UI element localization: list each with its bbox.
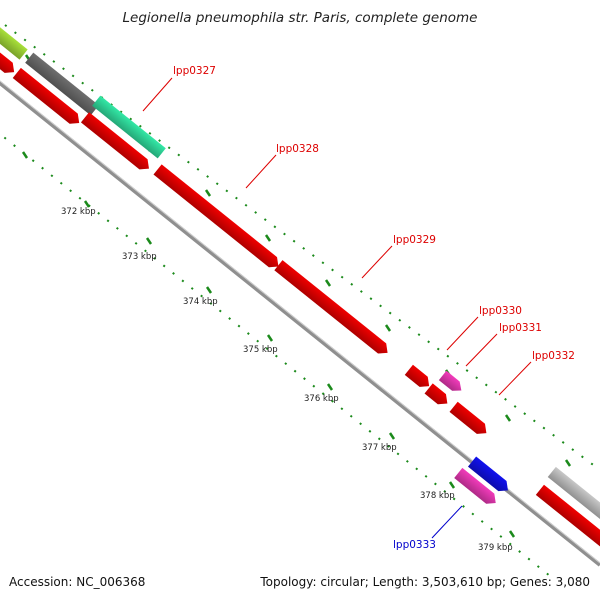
gene-feature-blue[interactable] <box>467 456 512 496</box>
gene-feature-lightgrey[interactable] <box>547 466 600 528</box>
gene-label-lpp0329[interactable]: lpp0329 <box>393 234 436 246</box>
inner-major-tick <box>21 151 29 159</box>
gene-label-lpp0332[interactable]: lpp0332 <box>532 350 575 362</box>
inner-major-tick <box>508 530 516 538</box>
scale-label: 372 kbp <box>61 207 96 217</box>
gene-feature-red-d[interactable] <box>404 364 433 391</box>
gene-features <box>0 24 600 551</box>
scale-label: 379 kbp <box>478 543 513 553</box>
scale-label: 375 kbp <box>243 345 278 355</box>
gene-feature-lpp0327[interactable] <box>92 95 166 159</box>
gene-label-lpp0330[interactable]: lpp0330 <box>479 305 522 317</box>
gene-feature-red-b[interactable] <box>12 67 84 128</box>
gene-feature-lpp0329[interactable] <box>274 260 391 358</box>
scale-label: 377 kbp <box>362 443 397 453</box>
gene-feature-grey[interactable] <box>25 52 99 116</box>
scale-label: 374 kbp <box>183 297 218 307</box>
label-connectors <box>142 77 532 539</box>
genome-summary-text: Topology: circular; Length: 3,503,610 bp… <box>260 575 590 589</box>
gene-feature-red-c[interactable] <box>80 112 153 173</box>
accession-text: Accession: NC_006368 <box>9 575 146 589</box>
inner-major-tick <box>326 383 334 391</box>
gene-feature-red-a[interactable] <box>0 50 18 77</box>
outer-major-tick <box>264 234 272 242</box>
inner-major-tick <box>388 432 396 440</box>
scale-labels: 372 kbp 373 kbp 374 kbp 375 kbp 376 kbp … <box>61 207 513 553</box>
scale-label: 376 kbp <box>304 394 339 404</box>
gene-feature-lpp0333[interactable] <box>454 467 500 508</box>
outer-major-tick <box>564 459 572 467</box>
inner-major-tick <box>205 286 213 294</box>
gene-feature-red-e[interactable] <box>535 484 600 551</box>
inner-major-tick <box>145 237 153 245</box>
inner-major-tick <box>83 200 91 208</box>
outer-tick-track <box>4 24 600 471</box>
map-title: Legionella pneumophila str. Paris, compl… <box>122 10 478 26</box>
outer-major-tick <box>384 324 392 332</box>
outer-major-tick <box>504 414 512 422</box>
outer-major-tick <box>204 189 212 197</box>
gene-label-lpp0327[interactable]: lpp0327 <box>173 65 216 77</box>
gene-label-lpp0328[interactable]: lpp0328 <box>276 143 319 155</box>
inner-major-tick <box>266 334 274 342</box>
gene-feature-lpp0332[interactable] <box>449 401 491 438</box>
scale-label: 378 kbp <box>420 491 455 501</box>
inner-major-tick <box>448 481 456 489</box>
gene-feature-lpp0331[interactable] <box>424 383 452 408</box>
gene-label-lpp0333[interactable]: lpp0333 <box>393 539 436 551</box>
gene-feature-lime[interactable] <box>0 24 28 60</box>
gene-label-lpp0331[interactable]: lpp0331 <box>499 322 542 334</box>
inner-tick-track <box>0 132 556 581</box>
scale-label: 373 kbp <box>122 252 157 262</box>
outer-major-tick <box>324 279 332 287</box>
gene-feature-lpp0328[interactable] <box>153 164 283 271</box>
gene-feature-lpp0330[interactable] <box>438 370 465 395</box>
